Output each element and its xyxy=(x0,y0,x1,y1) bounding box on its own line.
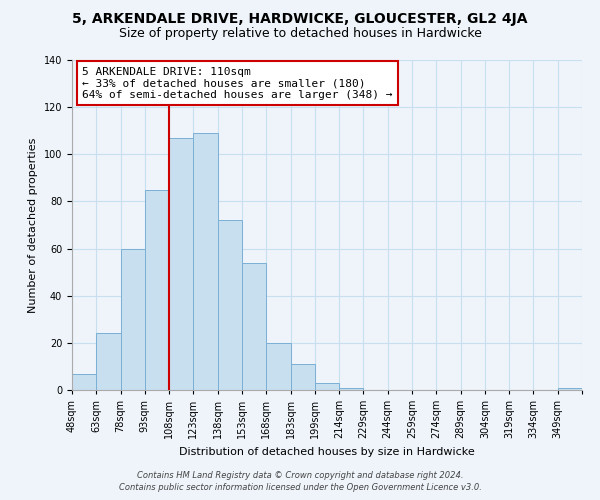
Text: 5, ARKENDALE DRIVE, HARDWICKE, GLOUCESTER, GL2 4JA: 5, ARKENDALE DRIVE, HARDWICKE, GLOUCESTE… xyxy=(72,12,528,26)
Bar xyxy=(242,262,266,390)
Bar xyxy=(339,388,364,390)
Bar xyxy=(72,374,96,390)
Bar xyxy=(218,220,242,390)
Bar xyxy=(266,343,290,390)
Bar xyxy=(145,190,169,390)
Bar xyxy=(315,383,339,390)
X-axis label: Distribution of detached houses by size in Hardwicke: Distribution of detached houses by size … xyxy=(179,446,475,456)
Bar xyxy=(558,388,582,390)
Bar xyxy=(290,364,315,390)
Text: Contains HM Land Registry data © Crown copyright and database right 2024.
Contai: Contains HM Land Registry data © Crown c… xyxy=(119,471,481,492)
Y-axis label: Number of detached properties: Number of detached properties xyxy=(28,138,38,312)
Bar xyxy=(96,334,121,390)
Text: 5 ARKENDALE DRIVE: 110sqm
← 33% of detached houses are smaller (180)
64% of semi: 5 ARKENDALE DRIVE: 110sqm ← 33% of detac… xyxy=(82,66,392,100)
Text: Size of property relative to detached houses in Hardwicke: Size of property relative to detached ho… xyxy=(119,28,481,40)
Bar xyxy=(121,248,145,390)
Bar xyxy=(169,138,193,390)
Bar xyxy=(193,133,218,390)
